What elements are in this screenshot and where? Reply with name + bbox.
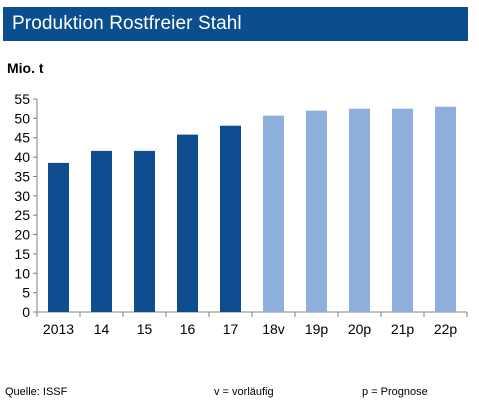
x-tick-label: 15 <box>137 321 153 337</box>
y-tick-label: 55 <box>14 91 30 107</box>
bar-18v <box>263 115 284 312</box>
y-tick-label: 15 <box>14 246 30 262</box>
bar-14 <box>91 150 112 312</box>
y-tick-label: 20 <box>14 227 30 243</box>
x-tick-label: 14 <box>94 321 110 337</box>
bar-chart: 0 5 10 15 20 25 30 35 40 45 50 55 2013 14 15 16 17 18v 19p… <box>14 91 468 337</box>
y-tick-label: 45 <box>14 130 30 146</box>
x-tick-label: 21p <box>391 321 415 337</box>
bar-15 <box>134 150 155 312</box>
bar-21p <box>392 108 413 312</box>
y-tick-label: 0 <box>22 304 30 320</box>
x-tick-label: 18v <box>262 321 285 337</box>
preliminary-note: v = vorläufig <box>214 386 274 398</box>
title-bar: Produktion Rostfreier Stahl <box>3 7 468 41</box>
x-tick-label: 19p <box>305 321 329 337</box>
y-tick-label: 35 <box>14 168 30 184</box>
y-tick-label: 5 <box>22 285 30 301</box>
x-tick-label: 20p <box>348 321 372 337</box>
x-tick-label: 16 <box>180 321 196 337</box>
y-tick-label: 10 <box>14 265 30 281</box>
y-tick-label: 30 <box>14 188 30 204</box>
bar-22p <box>435 106 456 312</box>
bar-16 <box>177 134 198 312</box>
x-tick-label: 17 <box>223 321 239 337</box>
unit-label: Mio. t <box>7 60 44 76</box>
y-tick-label: 25 <box>14 207 30 223</box>
y-tick-label: 50 <box>14 110 30 126</box>
bar-20p <box>349 108 370 312</box>
bar-17 <box>220 125 241 312</box>
source-note: Quelle: ISSF <box>5 386 68 398</box>
chart-title: Produktion Rostfreier Stahl <box>12 13 242 34</box>
forecast-note: p = Prognose <box>362 386 428 398</box>
y-tick-label: 40 <box>14 149 30 165</box>
bar-19p <box>306 110 327 312</box>
x-tick-label: 22p <box>434 321 458 337</box>
bar-2013 <box>48 162 69 312</box>
x-tick-label: 2013 <box>43 321 74 337</box>
